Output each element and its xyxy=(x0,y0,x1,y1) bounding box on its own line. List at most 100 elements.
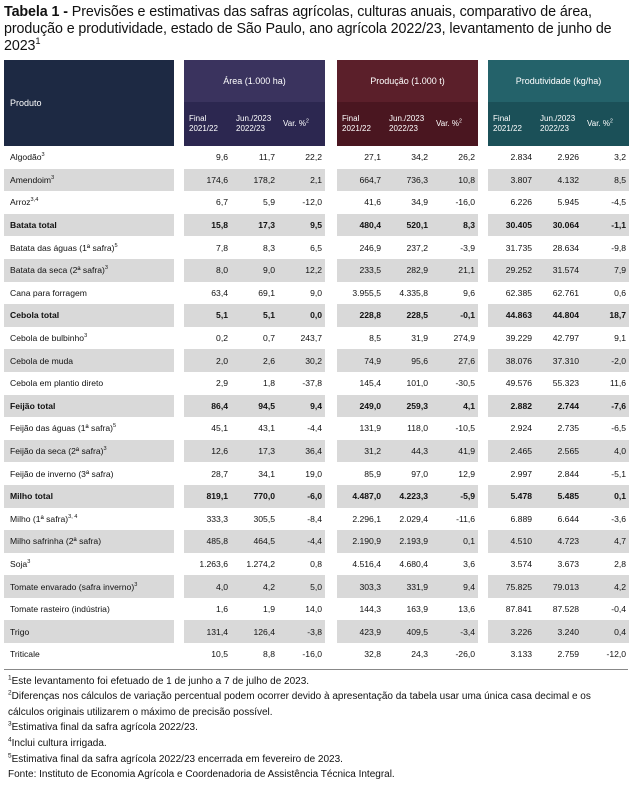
value-cell: 5.478 xyxy=(488,484,536,508)
gap xyxy=(325,168,338,192)
value-cell: 4.487,0 xyxy=(337,484,385,508)
column-header-line: Jun./2023 xyxy=(236,114,272,123)
column-header-line: Var. % xyxy=(587,119,611,128)
product-sup: 5 xyxy=(113,423,117,430)
value-cell: 118,0 xyxy=(407,423,429,434)
gap xyxy=(174,168,184,192)
product-cell: Cana para forragem xyxy=(4,282,174,305)
footnote-sup: 2 xyxy=(8,689,12,697)
product-cell: Algodão3 xyxy=(4,146,174,169)
value-cell: 485,8 xyxy=(184,530,231,553)
product-sup: 3,4 xyxy=(30,197,39,204)
value-cell: -1,1 xyxy=(582,213,630,237)
gap xyxy=(478,146,489,169)
value-cell: 8,0 xyxy=(184,258,231,282)
footnote: 3Estimativa final da safra agrícola 2022… xyxy=(8,720,628,736)
value-cell: 34,1 xyxy=(258,468,275,479)
gap xyxy=(478,60,489,146)
value-cell: 9,4 xyxy=(431,575,479,598)
value-cell: -11,6 xyxy=(456,513,476,524)
value-cell: 41,6 xyxy=(364,197,382,208)
value-cell: 69,1 xyxy=(258,287,275,298)
footnote: 1Este levantamento foi efetuado de 1 de … xyxy=(8,674,628,690)
gap xyxy=(325,236,338,259)
value-cell: 32,8 xyxy=(364,649,382,660)
value-cell: 4,2 xyxy=(582,575,630,598)
gap xyxy=(325,552,338,576)
value-cell: 9,0 xyxy=(310,287,323,298)
value-cell: 237,2 xyxy=(406,242,429,253)
value-cell: 17,3 xyxy=(231,213,278,237)
table-row: Feijão de inverno (3ª safra) 28,7 34,1 19,0… xyxy=(4,462,629,485)
value-cell: 0,1 xyxy=(431,530,479,553)
value-cell: -3,9 xyxy=(460,242,476,253)
value-cell: -3,4 xyxy=(431,620,479,644)
product-cell: Feijão das águas (1ª safra)5 xyxy=(4,417,174,440)
value-cell: 7,9 xyxy=(582,258,630,282)
value-cell: 2.926 xyxy=(557,152,580,163)
column-header: Final 2021/22 xyxy=(184,102,231,146)
title-text: Previsões e estimativas das safras agríc… xyxy=(4,4,612,54)
value-cell: 18,7 xyxy=(582,304,630,327)
value-cell: 31,9 xyxy=(411,333,429,344)
product-cell: Cebola total xyxy=(4,304,174,327)
gap xyxy=(325,394,338,418)
gap xyxy=(174,304,184,327)
value-cell: 4,1 xyxy=(431,394,479,418)
gap xyxy=(478,394,489,418)
column-header: Jun./2023 2022/23 xyxy=(231,102,278,146)
value-cell: 8,5 xyxy=(369,333,382,344)
gap xyxy=(478,349,489,372)
value-cell: 17,3 xyxy=(231,439,278,463)
table-row: Trigo 131,4 126,4 -3,8 423,9 409,5 -3,4 3.226 3.… xyxy=(4,620,630,644)
value-cell: 9,1 xyxy=(614,333,627,344)
value-cell: 4,7 xyxy=(582,530,630,553)
table-row: Cebola de muda 2,0 2,6 30,2 74,9 95,6 27,6 38.0… xyxy=(4,349,630,372)
product-name: Batata total xyxy=(10,220,57,231)
value-cell: 86,4 xyxy=(184,394,231,418)
product-name: Cebola de muda xyxy=(10,355,74,366)
value-cell: 42.797 xyxy=(552,333,580,344)
column-header: Var. %2 xyxy=(278,102,326,146)
gap xyxy=(174,439,184,463)
product-name: Arroz xyxy=(10,197,31,208)
table-row: Batata total 15,8 17,3 9,5 480,4 520,1 8,3 30.4… xyxy=(4,213,630,237)
value-cell: 0,0 xyxy=(278,304,326,327)
value-cell: 2,0 xyxy=(184,349,231,372)
column-header-line: Final xyxy=(493,114,511,123)
table-row: Amendoim3 174,6 178,2 2,1 664,7 736,3 10,8 3.80… xyxy=(4,168,630,192)
value-cell: 520,1 xyxy=(384,213,432,237)
value-cell: 5,1 xyxy=(184,304,231,327)
value-cell: 0,6 xyxy=(614,287,627,298)
value-cell: 34,9 xyxy=(411,197,429,208)
value-cell: 6,7 xyxy=(216,197,228,208)
column-header-line: Final xyxy=(342,114,360,123)
value-cell: 259,3 xyxy=(384,394,432,418)
product-name: Trigo xyxy=(10,626,30,637)
product-sup: 3 xyxy=(27,559,31,566)
value-cell: 2.190,9 xyxy=(337,530,385,553)
value-cell: 12,6 xyxy=(184,439,231,463)
product-name: Algodão xyxy=(10,152,42,163)
product-name: Amendoim xyxy=(10,174,52,185)
value-cell: 29.252 xyxy=(488,258,536,282)
value-cell: 44.863 xyxy=(488,304,536,327)
source: Fonte: Instituto de Economia Agrícola e … xyxy=(8,769,395,781)
value-cell: 62.761 xyxy=(552,287,580,298)
gap xyxy=(478,507,489,531)
table-row: Cebola em plantio direto 2,9 1,8 -37,8 145,4… xyxy=(4,371,629,395)
column-header-line: 2021/22 xyxy=(493,124,522,133)
value-cell: 2.565 xyxy=(535,439,583,463)
value-cell: -37,8 xyxy=(302,378,323,389)
gap xyxy=(325,326,338,350)
value-cell: 2.193,9 xyxy=(384,530,432,553)
column-header-line: 2021/22 xyxy=(342,124,371,133)
gap xyxy=(325,371,338,395)
gap xyxy=(174,552,184,576)
value-cell: 62.385 xyxy=(505,287,533,298)
value-cell: 736,3 xyxy=(384,168,432,192)
gap xyxy=(325,258,338,282)
value-cell: 87.528 xyxy=(552,604,580,615)
value-cell: 31.574 xyxy=(535,258,583,282)
value-cell: 8,5 xyxy=(582,168,630,192)
